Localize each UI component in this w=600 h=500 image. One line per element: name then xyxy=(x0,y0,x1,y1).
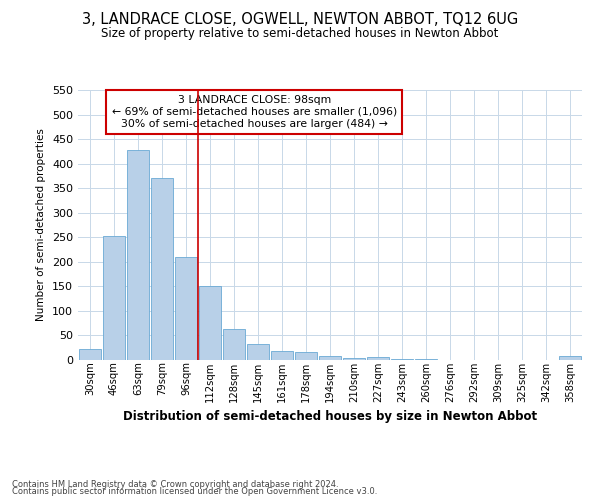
Bar xyxy=(199,286,221,360)
Bar xyxy=(415,358,437,360)
X-axis label: Distribution of semi-detached houses by size in Newton Abbot: Distribution of semi-detached houses by … xyxy=(123,410,537,423)
Bar xyxy=(175,257,197,360)
Text: Contains HM Land Registry data © Crown copyright and database right 2024.: Contains HM Land Registry data © Crown c… xyxy=(12,480,338,489)
Bar xyxy=(127,150,149,360)
Bar xyxy=(223,329,245,360)
Bar xyxy=(103,236,125,360)
Bar xyxy=(151,178,173,360)
Bar xyxy=(343,358,365,360)
Bar xyxy=(559,356,581,360)
Text: 3, LANDRACE CLOSE, OGWELL, NEWTON ABBOT, TQ12 6UG: 3, LANDRACE CLOSE, OGWELL, NEWTON ABBOT,… xyxy=(82,12,518,28)
Text: Contains public sector information licensed under the Open Government Licence v3: Contains public sector information licen… xyxy=(12,488,377,496)
Bar xyxy=(391,358,413,360)
Bar xyxy=(295,352,317,360)
Bar xyxy=(247,344,269,360)
Bar xyxy=(79,348,101,360)
Y-axis label: Number of semi-detached properties: Number of semi-detached properties xyxy=(37,128,46,322)
Bar xyxy=(271,350,293,360)
Bar xyxy=(367,356,389,360)
Text: 3 LANDRACE CLOSE: 98sqm
← 69% of semi-detached houses are smaller (1,096)
30% of: 3 LANDRACE CLOSE: 98sqm ← 69% of semi-de… xyxy=(112,96,397,128)
Bar xyxy=(319,356,341,360)
Text: Size of property relative to semi-detached houses in Newton Abbot: Size of property relative to semi-detach… xyxy=(101,28,499,40)
